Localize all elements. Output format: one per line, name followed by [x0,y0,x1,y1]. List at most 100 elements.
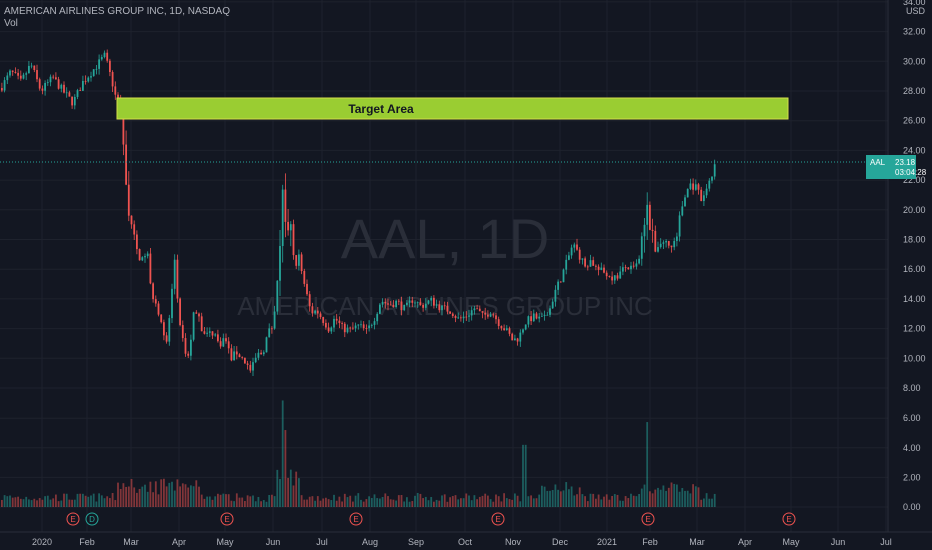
candle [171,283,173,323]
candle [481,311,484,319]
volume-bar [576,494,578,507]
candle [106,49,109,63]
time-axis-label: Jul [880,537,892,547]
event-marker-earnings[interactable]: E [641,512,655,526]
candle [589,254,592,267]
candle [311,302,314,317]
candle [708,178,711,192]
volume-bar [713,493,716,507]
volume-bar [484,493,487,507]
candle [73,94,76,110]
candle [568,251,570,261]
volume-bar [181,483,184,507]
event-marker-earnings[interactable]: E [782,512,796,526]
price-axis-label: 12.00 [903,324,926,334]
candle [36,64,38,83]
candle [206,327,208,337]
volume-bar [260,501,262,507]
candle [249,360,252,373]
candle [465,311,468,321]
volume-bar [87,496,90,507]
volume-bar [163,478,165,507]
volume-bar [424,496,427,507]
event-marker-earnings[interactable]: E [491,512,505,526]
candle [6,72,9,85]
time-axis[interactable]: 2020 Feb Mar Apr May Jun Jul Aug Sep Oct Nov Dec 202… [0,531,932,550]
volume-bar [241,497,244,507]
candle [279,229,281,296]
candle [476,304,478,310]
volume-bar [17,496,19,507]
candle [176,254,179,303]
candle [370,323,373,329]
candle [254,353,257,364]
volume-bar [341,501,343,507]
volume-bar [295,471,298,507]
volume-bar [541,485,543,507]
volume-bar [6,496,9,507]
time-axis-label: Oct [458,537,473,547]
volume-bar [114,500,117,507]
candle [246,360,249,370]
candle [46,79,49,86]
volume-bar [443,494,446,507]
volume-bar [654,489,657,507]
candle [554,285,557,307]
volume-bar [649,491,651,507]
candle [381,298,384,308]
volume-bar [63,493,65,507]
volume-bar [235,493,238,507]
candle [306,279,308,296]
price-tag-box [866,155,916,179]
volume-bar [281,400,284,507]
candle [427,299,430,305]
volume-bar [678,491,681,507]
candle [127,171,130,222]
candle [478,305,481,312]
volume-bar [117,482,119,507]
event-marker-earnings[interactable]: E [220,512,234,526]
volume-bar [46,495,49,507]
volume-bar [705,493,708,507]
volume-bar [435,499,438,507]
event-marker-earnings[interactable]: E [349,512,363,526]
candle [541,312,543,317]
event-marker-dividend[interactable]: D [85,512,99,526]
volume-bar [543,486,546,507]
target-area[interactable]: Target Area [116,97,789,120]
event-marker-earnings[interactable]: E [66,512,80,526]
candle [619,266,622,279]
candle [678,211,681,242]
price-axis[interactable]: 34.00 32.00 30.00 28.00 26.00 24.00 22.00 20.00… [887,0,932,532]
candle [635,259,638,270]
volume-bar [470,500,473,507]
volume-bar [152,492,154,507]
price-axis-label: 20.00 [903,205,926,215]
volume-bar [252,495,254,507]
candle [163,319,165,341]
candle [416,301,419,308]
volume-bar [308,496,311,507]
volume-bar [568,489,570,507]
volume-bar [82,493,84,507]
volume-bar [52,498,55,507]
candle [335,313,338,325]
event-marker-label: E [495,515,500,524]
volume-bar [203,498,206,507]
volume-bar [287,477,289,507]
candle [354,322,357,332]
volume-bar [125,486,127,507]
candle [28,60,30,74]
candle [187,351,190,358]
target-area-box[interactable] [116,97,789,120]
volume-bar [22,499,25,507]
volume-bar [11,497,14,507]
volume-bar [495,494,497,507]
volume-bar [84,495,87,507]
volume-bar [200,494,203,507]
volume-bar [646,422,649,507]
candle [613,274,616,284]
candle [11,70,14,76]
